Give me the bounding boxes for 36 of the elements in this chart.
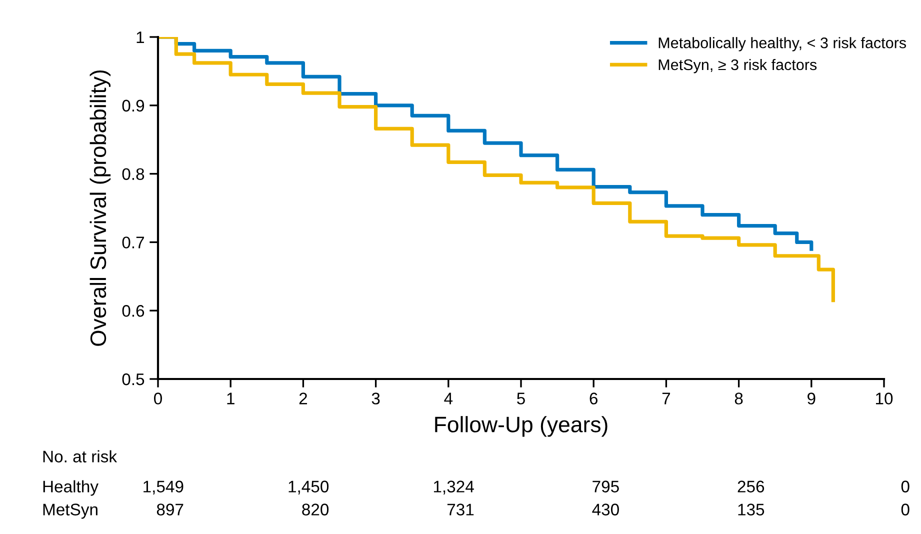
y-axis-title: Overall Survival (probability) <box>90 70 111 346</box>
text: 256 <box>738 480 764 492</box>
y-tick-label: 0.9 <box>122 100 144 112</box>
x-tick-label: 4 <box>444 392 453 404</box>
y-tick-label: 0.7 <box>122 236 144 248</box>
x-tick-label: 1 <box>227 392 234 404</box>
x-tick-label: 6 <box>590 392 598 404</box>
y-tick-label: 0.6 <box>122 305 144 317</box>
x-tick-label: 2 <box>299 392 307 404</box>
text: 1,324 <box>434 480 474 494</box>
y-tick-label: 0.8 <box>122 168 144 180</box>
text: 0 <box>901 504 910 516</box>
x-tick-label: 8 <box>734 392 743 404</box>
text: 1,450 <box>288 480 329 494</box>
text: MetSyn <box>43 504 98 519</box>
legend-label: Metabolically healthy, < 3 risk factors <box>658 37 906 52</box>
x-tick-label: 3 <box>372 392 380 404</box>
x-tick-label: 7 <box>662 392 670 404</box>
text: 430 <box>592 504 619 516</box>
y-tick-label: 0.5 <box>122 373 144 386</box>
text: 135 <box>738 504 764 516</box>
x-axis-title: Follow-Up (years) <box>435 416 608 437</box>
text: 1,549 <box>144 480 184 494</box>
text: No. at risk <box>43 450 118 462</box>
x-tick-label: 5 <box>517 392 525 404</box>
y-tick-label: 1 <box>136 32 144 44</box>
text: 731 <box>447 504 474 516</box>
x-tick-label: 9 <box>808 392 816 404</box>
legend-label: MetSyn, ≥ 3 risk factors <box>658 58 817 74</box>
x-tick-label: 0 <box>154 392 162 404</box>
text: 897 <box>156 504 184 516</box>
x-tick-label: 10 <box>876 392 893 404</box>
text: 795 <box>592 480 619 492</box>
text: 0 <box>901 480 910 492</box>
text: Healthy <box>43 480 98 496</box>
text: 820 <box>302 504 329 516</box>
